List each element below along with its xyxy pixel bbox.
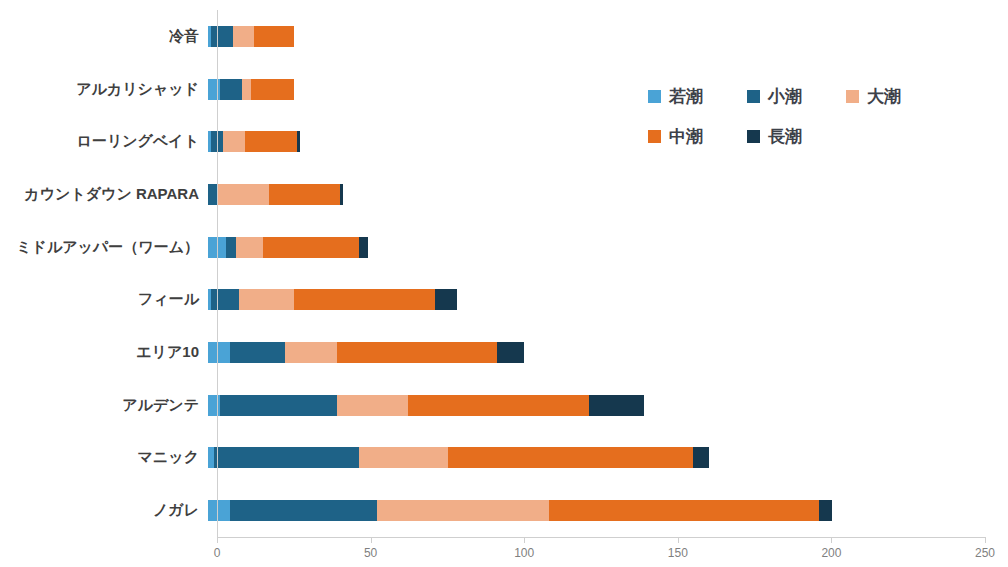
- legend-item-小潮: 小潮: [747, 85, 802, 108]
- bar-segment-長潮: [693, 447, 708, 468]
- legend-swatch-icon: [747, 90, 760, 103]
- legend-item-長潮: 長潮: [747, 125, 802, 148]
- legend-swatch-icon: [648, 130, 661, 143]
- bar-segment-長潮: [497, 342, 525, 363]
- legend-item-若潮: 若潮: [648, 85, 703, 108]
- x-axis-tick: [985, 538, 986, 543]
- bar-segment-大潮: [233, 26, 255, 47]
- x-axis-tick-label: 200: [821, 546, 841, 560]
- bar-track: [208, 447, 976, 468]
- bar-row: エリア10: [0, 326, 985, 379]
- bar-segment-若潮: [208, 79, 220, 100]
- bar-segment-長潮: [435, 289, 457, 310]
- bar-segment-小潮: [226, 237, 235, 258]
- bar-segment-若潮: [208, 500, 230, 521]
- bar-segment-大潮: [359, 447, 448, 468]
- bar-segment-大潮: [242, 79, 251, 100]
- bar-segment-長潮: [359, 237, 368, 258]
- bar-row: マニック: [0, 432, 985, 485]
- bar-row: フィール: [0, 273, 985, 326]
- bar-track: [208, 237, 976, 258]
- category-label: アルデンテ: [0, 396, 208, 415]
- bar-segment-小潮: [208, 184, 217, 205]
- bar-segment-長潮: [819, 500, 831, 521]
- bar-segment-小潮: [211, 26, 233, 47]
- bar-segment-中潮: [263, 237, 358, 258]
- bar-segment-中潮: [294, 289, 435, 310]
- bar-segment-中潮: [251, 79, 294, 100]
- bar-track: [208, 500, 976, 521]
- category-label: ノガレ: [0, 501, 208, 520]
- bar-segment-大潮: [337, 395, 408, 416]
- bar-segment-大潮: [239, 289, 294, 310]
- legend-label: 中潮: [669, 125, 703, 148]
- legend-item-中潮: 中潮: [648, 125, 703, 148]
- legend: 若潮 小潮 大潮中潮 長潮: [648, 85, 978, 148]
- x-axis-tick-label: 250: [975, 546, 995, 560]
- x-axis-tick-label: 50: [364, 546, 377, 560]
- bar-segment-中潮: [245, 131, 297, 152]
- bar-row: 冷音: [0, 10, 985, 63]
- bar-segment-中潮: [448, 447, 694, 468]
- legend-item-大潮: 大潮: [846, 85, 901, 108]
- category-label: フィール: [0, 290, 208, 309]
- legend-swatch-icon: [846, 90, 859, 103]
- bar-row: ノガレ: [0, 484, 985, 537]
- bar-segment-中潮: [408, 395, 589, 416]
- x-axis-tick: [217, 538, 218, 543]
- category-label: カウントダウン RAPARA: [0, 185, 208, 204]
- bar-segment-長潮: [297, 131, 300, 152]
- bar-segment-小潮: [214, 447, 358, 468]
- y-axis-line: [217, 10, 218, 537]
- category-label: アルカリシャッド: [0, 80, 208, 99]
- bar-segment-大潮: [223, 131, 245, 152]
- bar-track: [208, 184, 976, 205]
- bar-segment-大潮: [217, 184, 269, 205]
- x-axis-tick-label: 150: [668, 546, 688, 560]
- x-axis-tick: [831, 538, 832, 543]
- legend-swatch-icon: [747, 130, 760, 143]
- legend-label: 大潮: [867, 85, 901, 108]
- bar-row: アルデンテ: [0, 379, 985, 432]
- bar-segment-長潮: [589, 395, 644, 416]
- bar-track: [208, 289, 976, 310]
- bar-segment-中潮: [269, 184, 340, 205]
- bar-segment-中潮: [254, 26, 294, 47]
- bar-track: [208, 395, 976, 416]
- bar-segment-小潮: [211, 289, 239, 310]
- bar-segment-若潮: [208, 342, 230, 363]
- bar-row: ミドルアッパー（ワーム）: [0, 221, 985, 274]
- legend-label: 長潮: [768, 125, 802, 148]
- x-axis-tick-label: 0: [214, 546, 221, 560]
- bar-segment-小潮: [230, 500, 377, 521]
- legend-label: 小潮: [768, 85, 802, 108]
- bar-segment-中潮: [549, 500, 819, 521]
- bar-segment-小潮: [230, 342, 285, 363]
- category-label: ローリングベイト: [0, 132, 208, 151]
- bar-segment-小潮: [220, 395, 337, 416]
- bar-segment-大潮: [377, 500, 549, 521]
- bar-segment-小潮: [220, 79, 242, 100]
- category-label: エリア10: [0, 343, 208, 362]
- bar-row: カウントダウン RAPARA: [0, 168, 985, 221]
- legend-swatch-icon: [648, 90, 661, 103]
- x-axis-tick: [678, 538, 679, 543]
- bar-segment-若潮: [208, 395, 220, 416]
- stacked-bar-chart: 冷音アルカリシャッドローリングベイトカウントダウン RAPARA ミドルアッパー（…: [0, 0, 1008, 567]
- legend-label: 若潮: [669, 85, 703, 108]
- category-label: ミドルアッパー（ワーム）: [0, 238, 208, 257]
- bar-track: [208, 342, 976, 363]
- bar-segment-大潮: [285, 342, 337, 363]
- category-label: マニック: [0, 448, 208, 467]
- x-axis-tick: [524, 538, 525, 543]
- category-label: 冷音: [0, 27, 208, 46]
- x-axis-line: [217, 537, 986, 538]
- bar-track: [208, 26, 976, 47]
- bar-segment-中潮: [337, 342, 497, 363]
- bar-segment-大潮: [236, 237, 264, 258]
- bar-segment-長潮: [340, 184, 343, 205]
- x-axis-tick-label: 100: [514, 546, 534, 560]
- x-axis-tick: [371, 538, 372, 543]
